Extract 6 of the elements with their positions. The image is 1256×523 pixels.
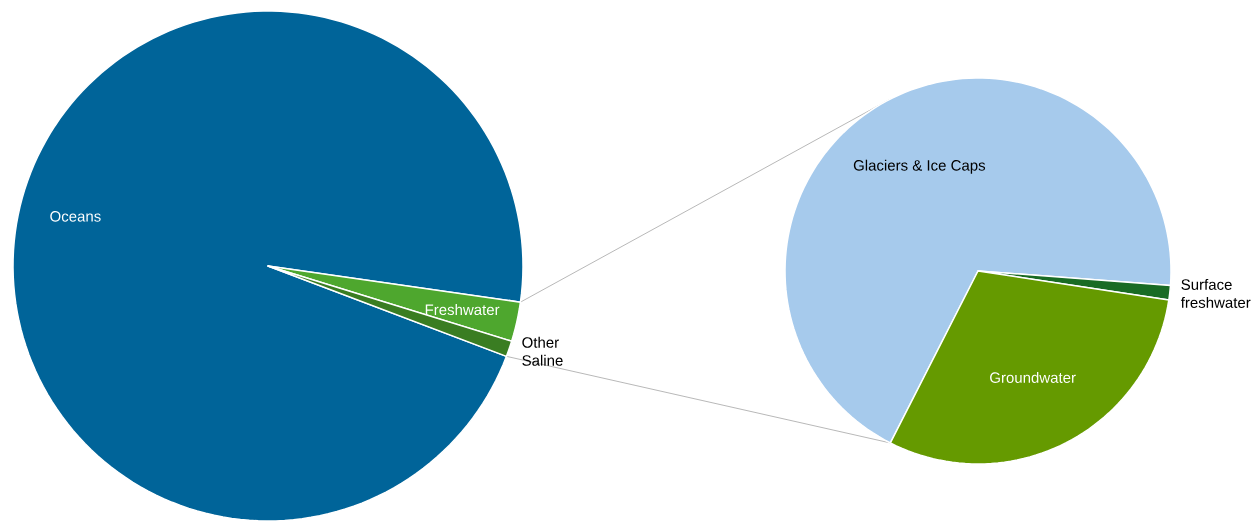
slice-label: Surface freshwater (1180, 278, 1251, 308)
slice-label: Groundwater (990, 371, 1076, 383)
slice-label: Oceans (50, 211, 101, 222)
slice-label: Freshwater (425, 304, 500, 316)
slice-label: Glaciers & Ice Caps (853, 159, 986, 174)
slice-label: Other Saline (522, 336, 563, 366)
